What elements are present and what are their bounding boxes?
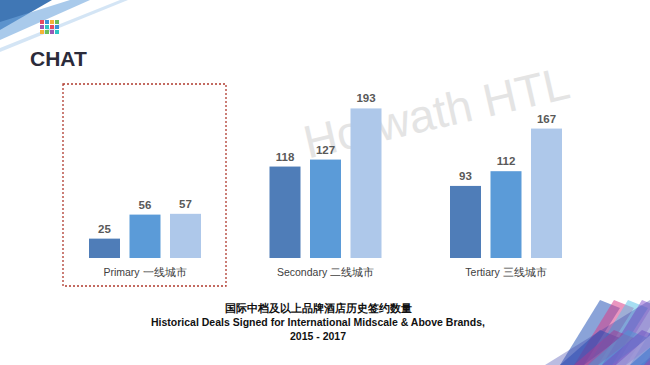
logo-dot (40, 25, 44, 29)
data-label: 112 (497, 155, 516, 167)
data-label: 56 (139, 199, 152, 211)
category-label: Primary 一线城市 (103, 266, 186, 278)
logo-dot (55, 25, 59, 29)
logo-dot (50, 25, 54, 29)
data-label: 167 (537, 113, 556, 125)
bar (89, 239, 120, 258)
data-label: 93 (459, 170, 472, 182)
bar (491, 171, 522, 258)
data-labels: 25 118 93 56 127 112 57 193 167 (98, 92, 556, 234)
data-label: 25 (98, 223, 111, 235)
bar (450, 186, 481, 258)
x-tick-labels: Primary 一线城市 Secondary 二线城市 Tertiary 三线城市 (103, 266, 546, 278)
bar (130, 215, 161, 258)
logo-dot (40, 20, 44, 24)
root: CHATHorwath HTL25118935612711257193167Pr… (0, 0, 650, 365)
logo-dot (55, 20, 59, 24)
data-label: 118 (276, 151, 295, 163)
bar (531, 129, 562, 258)
category-label: Secondary 二线城市 (277, 266, 374, 278)
bar (170, 214, 201, 258)
logo-dot (40, 30, 44, 34)
logo-dot (45, 25, 49, 29)
data-label: 57 (179, 198, 192, 210)
bar (351, 108, 382, 258)
category-label: Tertiary 三线城市 (465, 266, 546, 278)
logo: CHAT (30, 20, 87, 70)
bar (310, 160, 341, 258)
logo-dot (50, 30, 54, 34)
logo-dot (55, 30, 59, 34)
bar (270, 167, 301, 258)
decoration (0, 0, 650, 365)
logo-dot (50, 20, 54, 24)
logo-text: CHAT (30, 47, 87, 70)
logo-dot (45, 30, 49, 34)
bars (89, 108, 562, 258)
chart: CHATHorwath HTL25118935612711257193167Pr… (0, 0, 650, 365)
subtitle: Historical Deals Signed for Internationa… (151, 316, 485, 328)
highlight-box (63, 84, 226, 286)
subtitle: 2015 - 2017 (290, 330, 346, 342)
title: 国际中档及以上品牌酒店历史签约数量 (225, 302, 412, 314)
data-label: 127 (316, 144, 335, 156)
logo-dot (45, 20, 49, 24)
corner (545, 300, 650, 365)
corner (0, 0, 128, 52)
data-label: 193 (356, 92, 375, 104)
